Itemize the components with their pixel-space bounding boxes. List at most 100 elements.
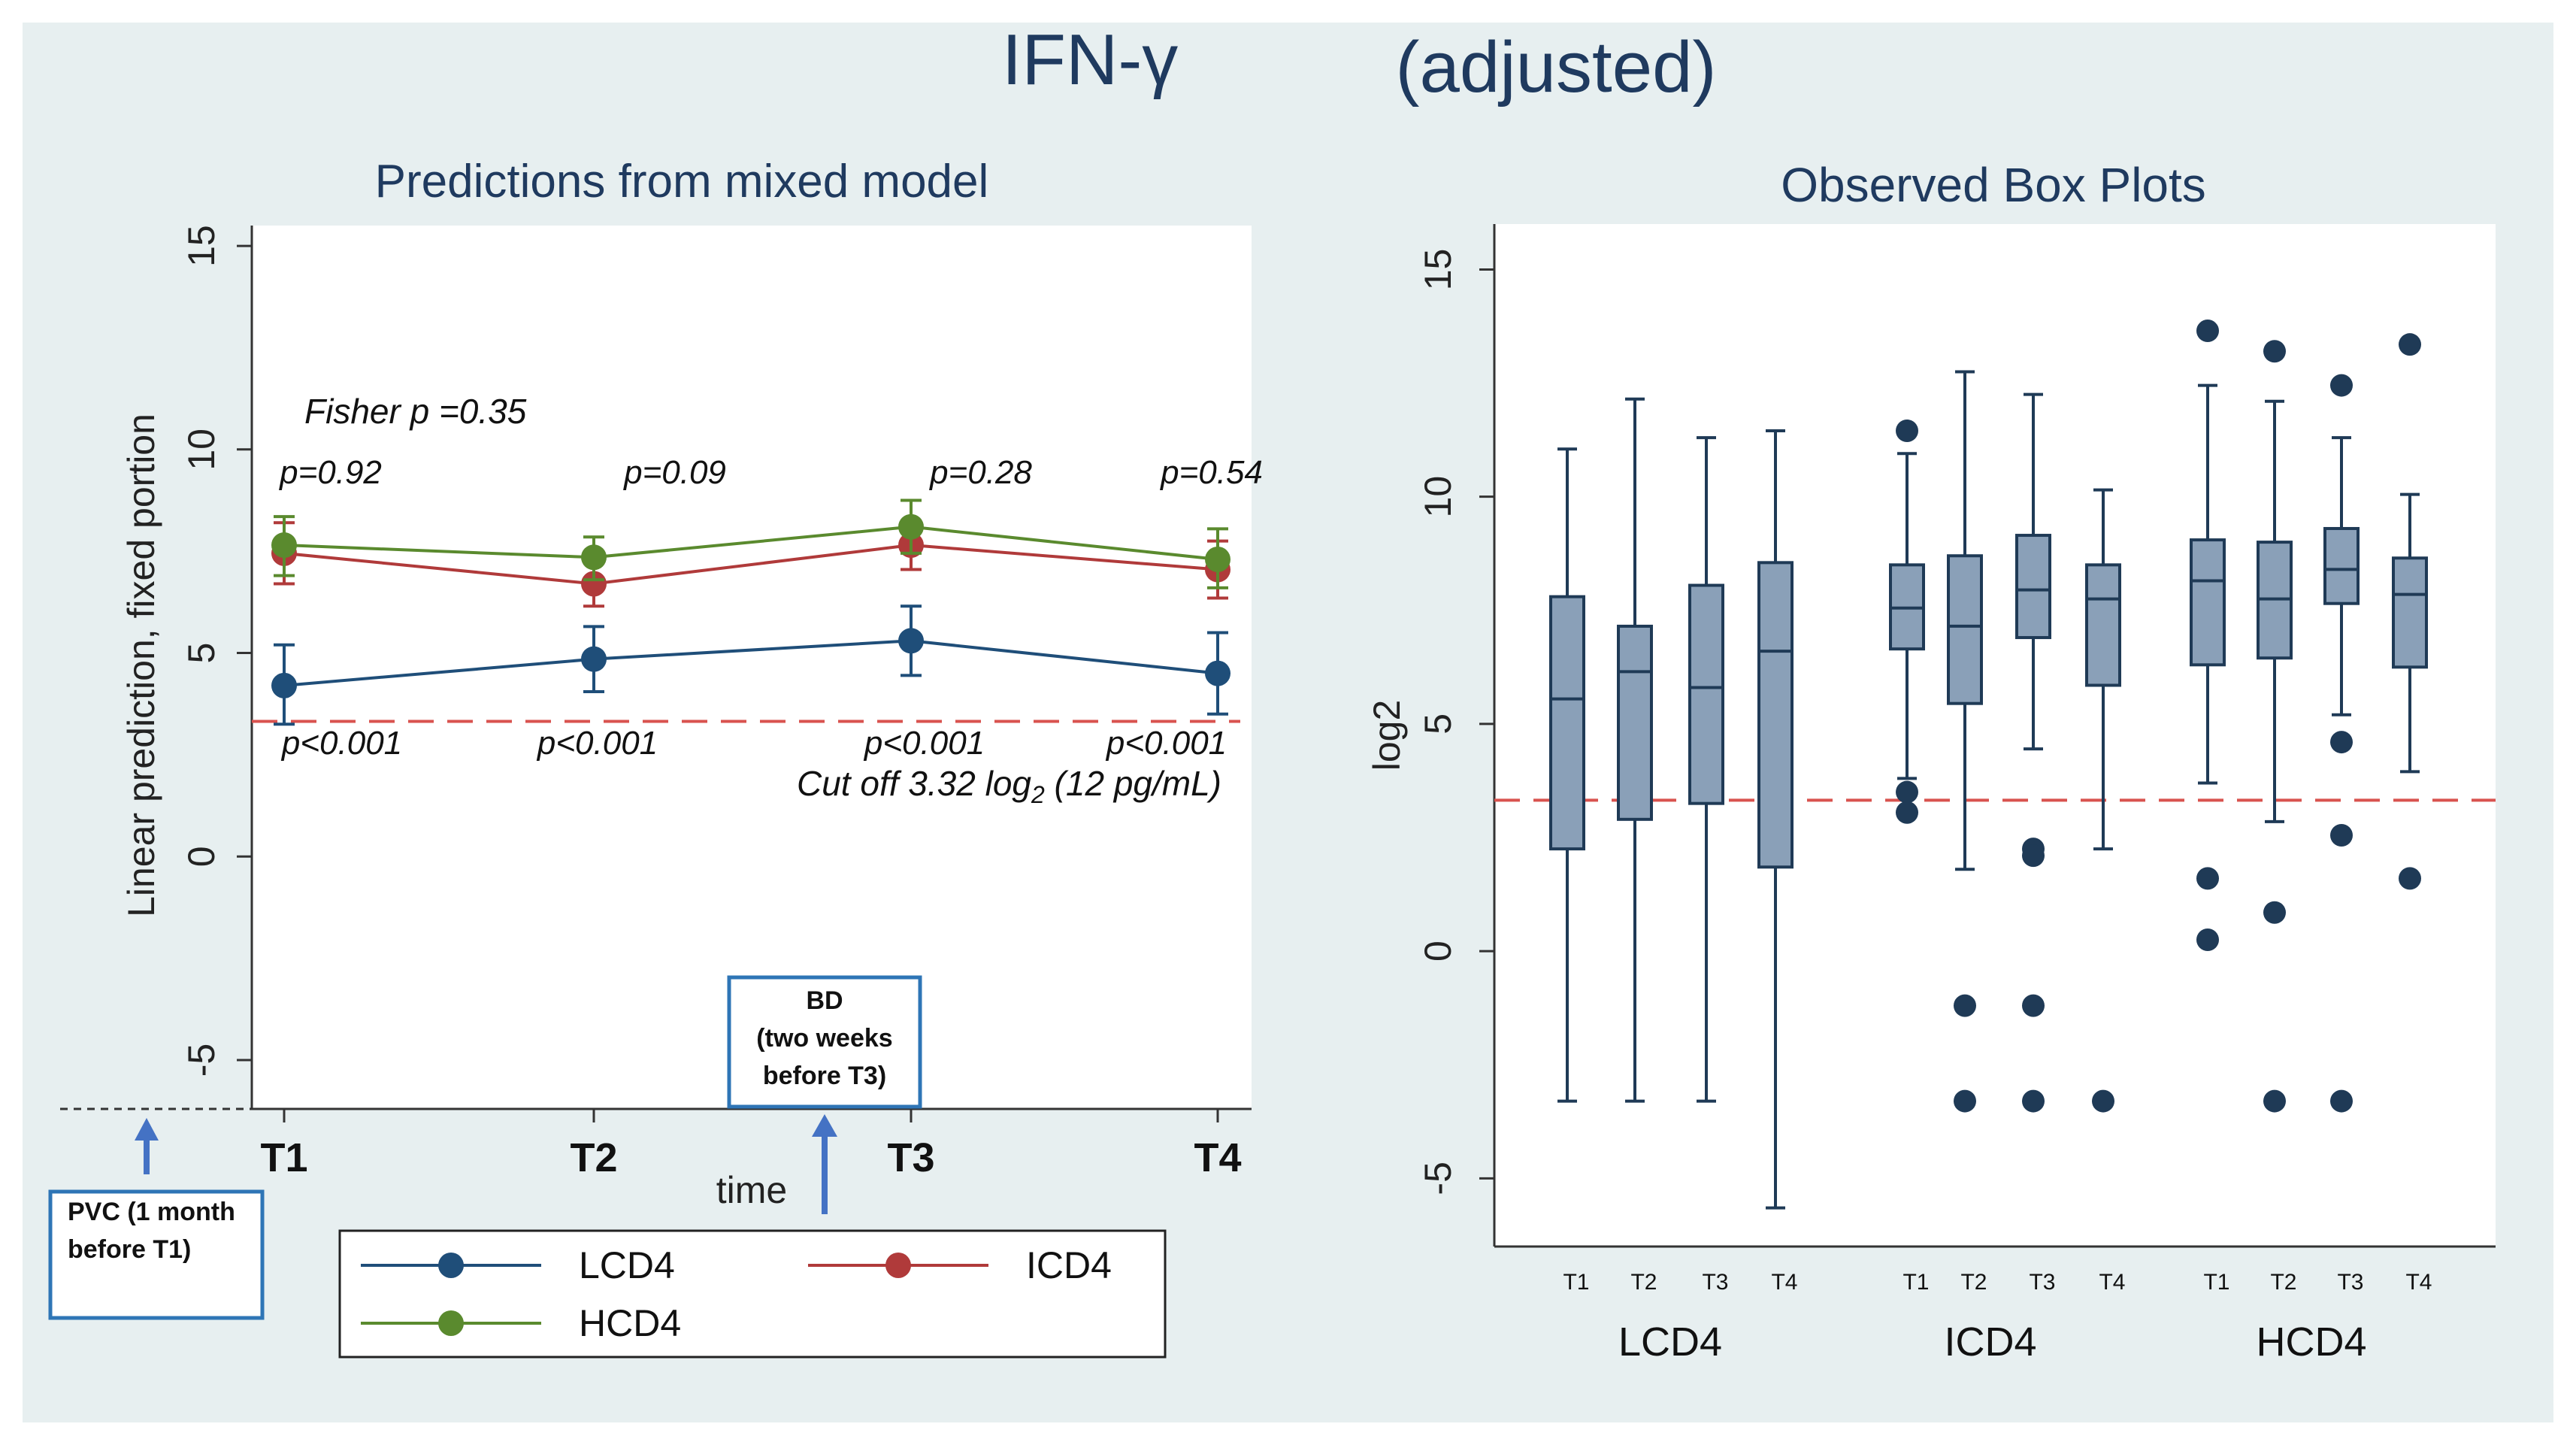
pvc-arrow-icon	[135, 1118, 159, 1141]
legend-label-hcd4: HCD4	[579, 1302, 681, 1344]
outlier-point	[1896, 801, 1918, 824]
box	[2085, 563, 2121, 687]
box-x-label: T4	[2099, 1270, 2125, 1295]
bd-callout-line-2: (two weeks	[756, 1024, 892, 1053]
outlier-point	[2399, 333, 2421, 356]
box-x-label: T3	[2029, 1270, 2055, 1295]
box-x-label: T1	[2203, 1270, 2229, 1295]
data-point	[1205, 660, 1230, 686]
outlier-point	[2196, 867, 2219, 890]
series-hcd4-line	[283, 525, 1218, 561]
box-plot	[1757, 429, 1794, 1210]
box-plot	[1617, 397, 1653, 1103]
data-point	[898, 513, 924, 540]
pvc-callout: PVC (1 month before T1)	[48, 1118, 265, 1320]
left-plot-area	[252, 226, 1252, 1109]
bottom-pvalue: p<0.001	[863, 725, 985, 762]
box	[2392, 556, 2428, 669]
outlier-point	[2263, 1089, 2286, 1113]
pvc-callout-line-2: before T1)	[68, 1235, 191, 1264]
legend-label-icd4: ICD4	[1026, 1244, 1112, 1286]
left-x-axis-label: time	[716, 1169, 787, 1211]
outlier-point	[2263, 340, 2286, 363]
box-plot	[2085, 488, 2121, 1113]
left-x-tick-label: T3	[887, 1135, 934, 1180]
box-x-label: T2	[1960, 1270, 1987, 1295]
series-lcd4	[271, 604, 1230, 726]
box	[1947, 554, 1983, 705]
legend-marker-lcd4	[438, 1253, 464, 1278]
legend-marker-hcd4	[438, 1310, 464, 1336]
top-pvalue: p=0.28	[928, 454, 1032, 491]
series-lcd4-line	[283, 639, 1218, 687]
right-y-tick-label: 10	[1417, 476, 1459, 518]
top-pvalue: p=0.92	[278, 454, 382, 491]
left-y-tick-label: -5	[180, 1044, 222, 1077]
box-group-hcd4	[2190, 320, 2428, 1113]
series-icd4	[271, 519, 1230, 608]
bottom-pvalue: p<0.001	[536, 725, 658, 762]
outlier-point	[2196, 320, 2219, 343]
left-y-tick-label: 10	[180, 429, 222, 471]
box-group-icd4	[1889, 370, 2121, 1113]
left-y-tick-label: 0	[180, 846, 222, 867]
right-y-tick-label: -5	[1417, 1162, 1459, 1195]
bd-arrow-icon	[812, 1114, 837, 1137]
legend-box	[338, 1229, 1167, 1359]
left-x-tick-label: T2	[570, 1135, 617, 1180]
data-point	[581, 571, 607, 597]
box-group-lcd4	[1549, 397, 1794, 1210]
cutoff-label: Cut off 3.32 log2 (12 pg/mL)	[797, 764, 1221, 808]
left-y-tick-label: 5	[180, 643, 222, 664]
box-plot	[1889, 420, 1925, 824]
outlier-point	[2263, 901, 2286, 924]
data-point	[581, 646, 607, 672]
legend: LCD4 ICD4 HCD4	[338, 1229, 1167, 1359]
data-point	[581, 544, 607, 571]
outlier-point	[2022, 844, 2045, 868]
outlier-point	[2022, 994, 2045, 1017]
data-point	[271, 672, 297, 698]
box	[2323, 526, 2360, 605]
box-plot	[2257, 340, 2293, 1113]
boxplot-chart: Observed Box Plots -5 0 5 10 15 log2 T1 T2 T3 T…	[1366, 158, 2496, 1365]
box-group-label: LCD4	[1618, 1319, 1722, 1365]
right-chart-title: Observed Box Plots	[1781, 158, 2206, 212]
box-group-label: HCD4	[2256, 1319, 2366, 1365]
cutoff-label-subscript: 2	[1031, 781, 1045, 808]
box-plot	[1947, 370, 1983, 1113]
outlier-point	[2330, 823, 2353, 847]
outlier-point	[2330, 1089, 2353, 1113]
outlier-point	[2330, 731, 2353, 754]
box-x-label: T1	[1563, 1270, 1589, 1295]
top-pvalue: p=0.09	[622, 454, 726, 491]
left-y-tick-label: 15	[180, 225, 222, 267]
pvc-callout-box	[48, 1189, 265, 1320]
box-plot	[1688, 436, 1724, 1103]
outlier-point	[2022, 1089, 2045, 1113]
series-hcd4	[271, 498, 1230, 589]
data-point	[898, 628, 924, 654]
outlier-point	[2196, 928, 2219, 951]
data-point	[1205, 547, 1230, 573]
outlier-point	[2330, 374, 2353, 397]
bd-callout-line-1: BD	[806, 986, 843, 1015]
right-y-tick-label: 15	[1417, 249, 1459, 291]
right-y-axis-label: log2	[1366, 700, 1408, 771]
bd-callout-line-3: before T3)	[763, 1062, 886, 1090]
left-chart-title: Predictions from mixed model	[375, 156, 989, 208]
outlier-point	[2399, 867, 2421, 890]
pvc-callout-line-1: PVC (1 month	[68, 1198, 235, 1226]
box-plot	[2392, 333, 2428, 890]
box	[1617, 624, 1653, 821]
right-plot-area	[1494, 224, 2496, 1247]
cutoff-label-tail: (12 pg/mL)	[1045, 764, 1221, 803]
outlier-point	[2092, 1089, 2114, 1113]
right-y-tick-label: 5	[1417, 713, 1459, 735]
box-x-label: T3	[1702, 1270, 1728, 1295]
left-x-tick-label: T4	[1194, 1135, 1241, 1180]
box-x-label: T2	[1630, 1270, 1657, 1295]
main-title-suffix: (adjusted)	[1396, 27, 1717, 108]
outlier-point	[1896, 420, 1918, 443]
